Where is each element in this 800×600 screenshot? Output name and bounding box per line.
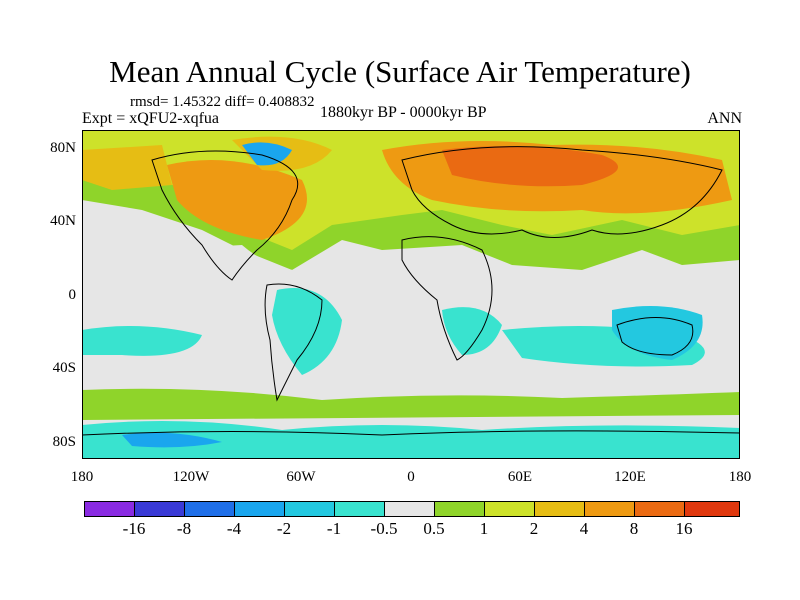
experiment-label: Expt = xQFU2-xqfua	[82, 110, 220, 127]
y-tick-40n: 40N	[50, 213, 76, 229]
x-tick-180e: 180	[728, 469, 752, 485]
south-pacific-cyan	[82, 326, 202, 356]
greenland-cold	[242, 142, 292, 166]
x-tick-120e: 120E	[614, 469, 646, 485]
colorbar-label: -0.5	[370, 519, 398, 538]
colorbar-swatch	[184, 501, 235, 517]
map-frame	[82, 130, 740, 459]
colorbar-label: 8	[629, 519, 639, 538]
colorbar-label: -16	[122, 519, 146, 538]
namerica-warm	[167, 160, 307, 240]
colorbar-label: -4	[226, 519, 242, 538]
temperature-map	[82, 130, 740, 459]
y-tick-40s: 40S	[52, 360, 76, 376]
colorbar-swatch	[134, 501, 185, 517]
north-america-coast	[151, 150, 299, 281]
colorbar	[84, 501, 740, 517]
colorbar-swatch	[484, 501, 535, 517]
colorbar-label: 2	[529, 519, 539, 538]
colorbar-swatch	[234, 501, 285, 517]
australia-coast	[616, 317, 694, 356]
colorbar-swatch	[434, 501, 485, 517]
southern-ocean-green	[82, 388, 740, 420]
colorbar-label: -8	[176, 519, 192, 538]
x-tick-120w: 120W	[172, 469, 210, 485]
colorbar-label: -1	[326, 519, 342, 538]
south-america-coast	[264, 283, 323, 402]
eurasia-coast	[401, 146, 723, 238]
colorbar-swatch	[534, 501, 585, 517]
y-tick-80n: 80N	[50, 140, 76, 156]
stats-label: rmsd= 1.45322 diff= 0.408832	[130, 94, 315, 110]
colorbar-label: 0.5	[423, 519, 445, 538]
antarctic-blue	[122, 432, 222, 448]
colorbar-label: -2	[276, 519, 292, 538]
x-tick-180w: 180	[70, 469, 94, 485]
siberia-hot	[442, 146, 618, 187]
colorbar-swatch	[634, 501, 685, 517]
colorbar-swatch	[584, 501, 635, 517]
x-tick-60e: 60E	[507, 469, 533, 485]
colorbar-swatch	[284, 501, 335, 517]
colorbar-swatch	[684, 501, 740, 517]
season-label: ANN	[707, 110, 742, 127]
pacific-ne-yellow	[82, 145, 172, 190]
colorbar-swatch	[84, 501, 135, 517]
coastlines	[82, 146, 740, 436]
y-tick-80s: 80S	[52, 434, 76, 450]
south-america-cyan	[272, 288, 342, 375]
africa-coast	[401, 236, 493, 361]
tropics-neutral	[82, 220, 740, 330]
x-tick-0: 0	[407, 469, 415, 485]
antarctica-coast	[82, 430, 740, 436]
colorbar-swatch	[334, 501, 385, 517]
x-tick-60w: 60W	[286, 469, 316, 485]
colorbar-label: 1	[479, 519, 489, 538]
map-title: Mean Annual Cycle (Surface Air Temperatu…	[109, 54, 691, 89]
colorbar-swatch	[384, 501, 435, 517]
period-label: 1880kyr BP - 0000kyr BP	[320, 104, 487, 121]
colorbar-label: 4	[579, 519, 589, 538]
y-tick-0: 0	[68, 287, 77, 303]
colorbar-label: 16	[675, 519, 693, 538]
